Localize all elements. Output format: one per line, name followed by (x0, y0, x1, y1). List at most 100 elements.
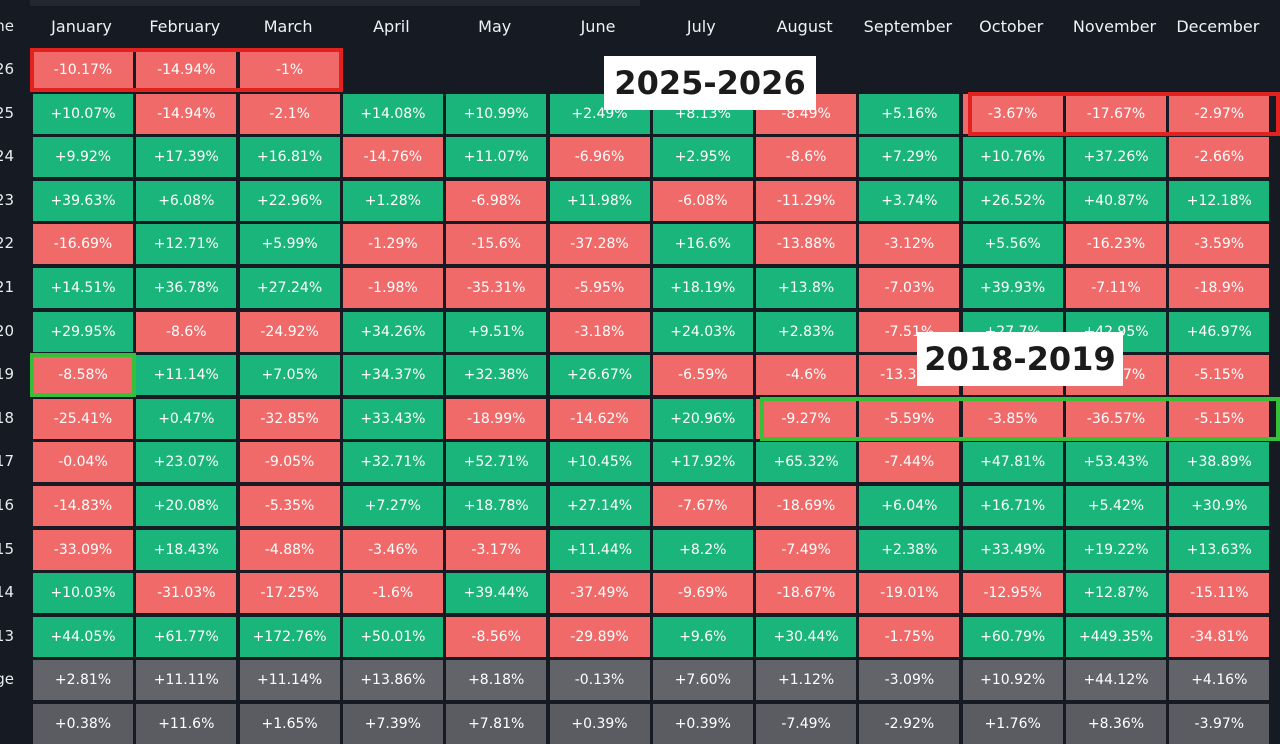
return-cell[interactable]: +1.12% (756, 660, 857, 701)
return-cell[interactable]: -9.27% (756, 398, 857, 439)
return-cell[interactable]: -1.75% (859, 616, 960, 657)
return-cell[interactable]: +17.39% (136, 137, 237, 178)
return-cell[interactable]: +11.11% (136, 660, 237, 701)
return-cell[interactable]: +3.74% (859, 180, 960, 221)
return-cell[interactable]: -34.81% (1169, 616, 1270, 657)
return-cell[interactable]: +33.43% (342, 398, 443, 439)
month-header-march[interactable]: March (263, 16, 313, 36)
return-cell[interactable]: -13.88% (756, 224, 857, 265)
return-cell[interactable]: -3.17% (446, 529, 547, 570)
return-cell[interactable]: -16.69% (33, 224, 133, 265)
return-cell[interactable]: +6.04% (859, 486, 960, 526)
return-cell[interactable]: -18.69% (756, 486, 857, 526)
return-cell[interactable]: -7.11% (1066, 268, 1166, 308)
return-cell[interactable]: +11.07% (446, 137, 547, 178)
return-cell[interactable]: -33.09% (33, 529, 133, 570)
return-cell[interactable]: -5.15% (1169, 398, 1270, 439)
return-cell[interactable]: -3.09% (859, 660, 960, 701)
month-header-august[interactable]: August (776, 16, 833, 36)
return-cell[interactable]: +11.98% (549, 180, 650, 221)
return-cell[interactable]: +29.95% (33, 311, 133, 352)
return-cell[interactable]: +36.78% (136, 268, 237, 308)
return-cell[interactable]: -15.6% (446, 224, 547, 265)
return-cell[interactable]: +30.9% (1169, 486, 1270, 526)
return-cell[interactable]: +20.08% (136, 486, 237, 526)
return-cell[interactable]: +10.76% (962, 137, 1063, 178)
return-cell[interactable]: -7.49% (756, 529, 857, 570)
return-cell[interactable]: -14.76% (342, 137, 443, 178)
return-cell[interactable]: +10.45% (549, 442, 650, 483)
return-cell[interactable]: -8.58% (33, 355, 133, 396)
return-cell[interactable]: +172.76% (239, 616, 340, 657)
return-cell[interactable]: -8.6% (756, 137, 857, 178)
return-cell[interactable]: +39.44% (446, 573, 547, 614)
return-cell[interactable]: -5.95% (549, 268, 650, 308)
return-cell[interactable]: +19.22% (1066, 529, 1166, 570)
return-cell[interactable]: -2.97% (1169, 93, 1270, 134)
return-cell[interactable]: +8.36% (1066, 704, 1166, 744)
return-cell[interactable]: +65.32% (756, 442, 857, 483)
return-cell[interactable]: -2.1% (239, 93, 340, 134)
return-cell[interactable]: -16.23% (1066, 224, 1166, 265)
return-cell[interactable]: +39.63% (33, 180, 133, 221)
return-cell[interactable]: -18.9% (1169, 268, 1270, 308)
return-cell[interactable]: +5.16% (859, 93, 960, 134)
return-cell[interactable]: +0.39% (652, 704, 753, 744)
return-cell[interactable]: +1.28% (342, 180, 443, 221)
return-cell[interactable]: +10.03% (33, 573, 133, 614)
return-cell[interactable]: +16.81% (239, 137, 340, 178)
month-header-april[interactable]: April (373, 16, 410, 36)
month-header-september[interactable]: September (863, 16, 953, 36)
return-cell[interactable]: +50.01% (342, 616, 443, 657)
return-cell[interactable]: +11.44% (549, 529, 650, 570)
return-cell[interactable]: -37.49% (549, 573, 650, 614)
month-header-may[interactable]: May (478, 16, 512, 36)
return-cell[interactable]: -29.89% (549, 616, 650, 657)
return-cell[interactable]: +12.87% (1066, 573, 1166, 614)
return-cell[interactable]: -3.97% (1169, 704, 1270, 744)
return-cell[interactable]: +10.99% (446, 93, 547, 134)
return-cell[interactable]: -3.46% (342, 529, 443, 570)
month-header-february[interactable]: February (149, 16, 221, 36)
return-cell[interactable]: +61.77% (136, 616, 237, 657)
return-cell[interactable]: -0.13% (549, 660, 650, 701)
return-cell[interactable]: +46.97% (1169, 311, 1270, 352)
return-cell[interactable]: +11.6% (136, 704, 237, 744)
return-cell[interactable]: +26.52% (962, 180, 1063, 221)
return-cell[interactable]: -24.92% (239, 311, 340, 352)
return-cell[interactable]: +6.08% (136, 180, 237, 221)
return-cell[interactable]: -18.99% (446, 398, 547, 439)
return-cell[interactable]: +2.38% (859, 529, 960, 570)
return-cell[interactable]: +33.49% (962, 529, 1063, 570)
return-cell[interactable]: -14.62% (549, 398, 650, 439)
return-cell[interactable]: +44.12% (1066, 660, 1166, 701)
return-cell[interactable]: +14.08% (342, 93, 443, 134)
return-cell[interactable]: -1% (239, 50, 340, 90)
return-cell[interactable]: -37.28% (549, 224, 650, 265)
return-cell[interactable]: +449.35% (1066, 616, 1166, 657)
return-cell[interactable]: -8.56% (446, 616, 547, 657)
return-cell[interactable]: -1.29% (342, 224, 443, 265)
return-cell[interactable]: -3.85% (962, 398, 1063, 439)
return-cell[interactable]: +8.18% (446, 660, 547, 701)
return-cell[interactable]: +0.47% (136, 398, 237, 439)
return-cell[interactable]: -1.98% (342, 268, 443, 308)
month-header-december[interactable]: December (1176, 16, 1260, 36)
return-cell[interactable]: +27.14% (549, 486, 650, 526)
return-cell[interactable]: +14.51% (33, 268, 133, 308)
return-cell[interactable]: -3.18% (549, 311, 650, 352)
return-cell[interactable]: +5.42% (1066, 486, 1166, 526)
return-cell[interactable]: +53.43% (1066, 442, 1166, 483)
return-cell[interactable]: +44.05% (33, 616, 133, 657)
return-cell[interactable]: -5.15% (1169, 355, 1270, 396)
return-cell[interactable]: +7.27% (342, 486, 443, 526)
return-cell[interactable]: +9.92% (33, 137, 133, 178)
return-cell[interactable]: +1.65% (239, 704, 340, 744)
return-cell[interactable]: -9.69% (652, 573, 753, 614)
return-cell[interactable]: +40.87% (1066, 180, 1166, 221)
return-cell[interactable]: +34.37% (342, 355, 443, 396)
return-cell[interactable]: +16.6% (652, 224, 753, 265)
return-cell[interactable]: +32.71% (342, 442, 443, 483)
month-header-november[interactable]: November (1072, 16, 1157, 36)
return-cell[interactable]: +26.67% (549, 355, 650, 396)
